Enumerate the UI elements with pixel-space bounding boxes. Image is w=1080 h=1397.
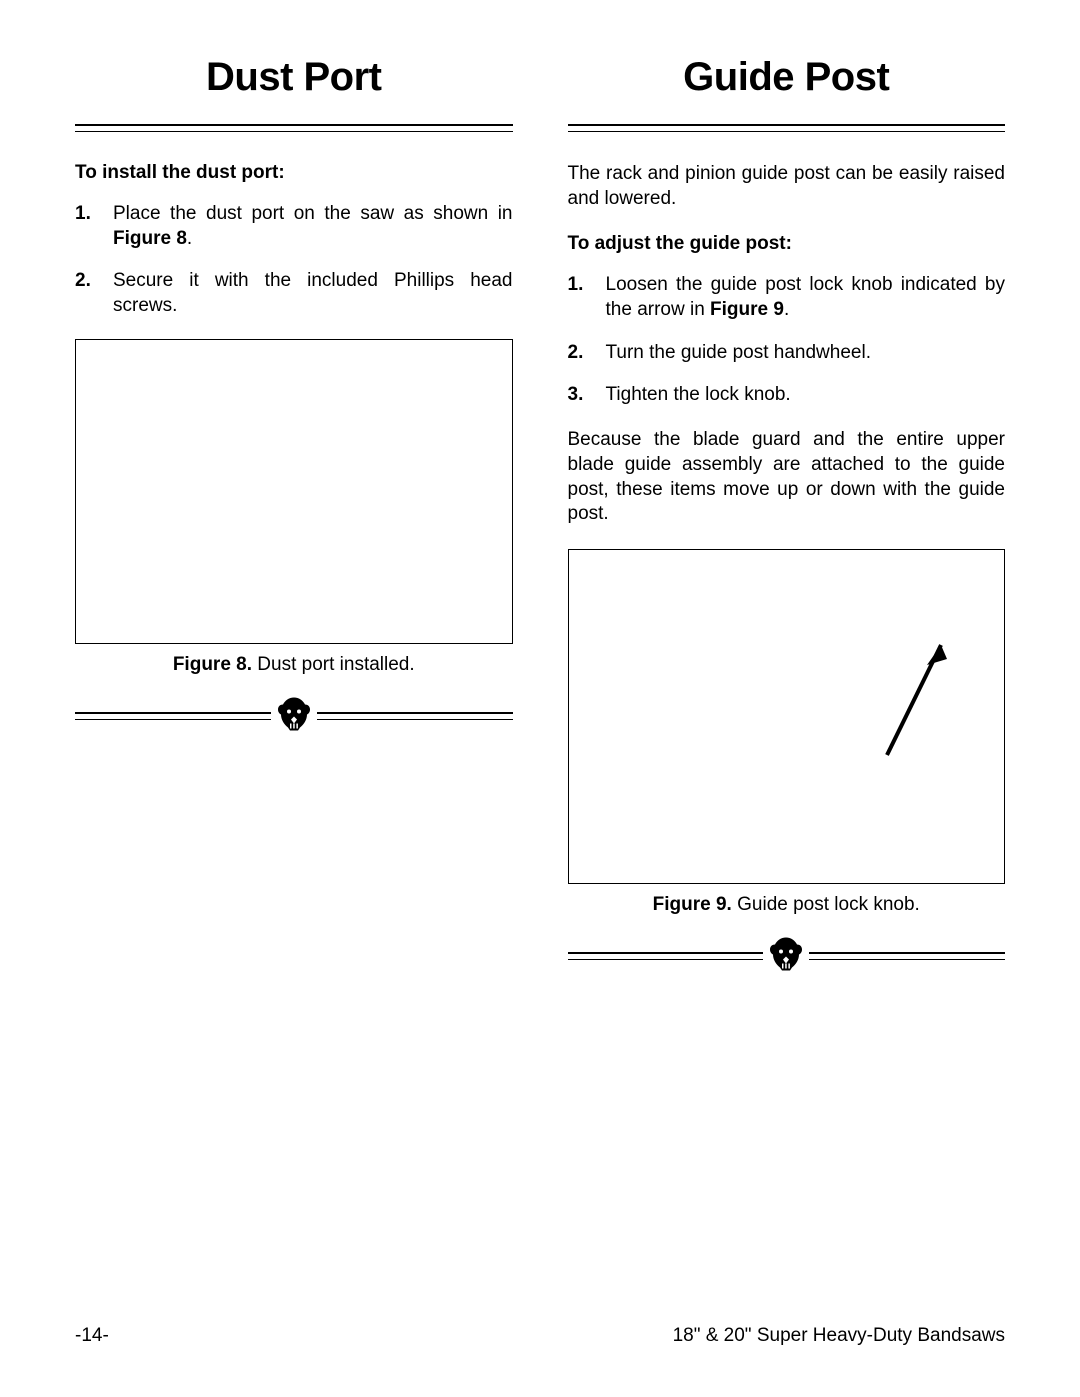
section-ornament bbox=[568, 938, 1006, 974]
step-bold: Figure 8 bbox=[113, 228, 187, 249]
page-number: -14- bbox=[75, 1325, 109, 1347]
figure-label: Figure 8. bbox=[173, 654, 252, 675]
left-column: Dust Port To install the dust port: Plac… bbox=[75, 55, 513, 974]
section-ornament bbox=[75, 698, 513, 734]
right-column: Guide Post The rack and pinion guide pos… bbox=[568, 55, 1006, 974]
figure-9-box bbox=[568, 549, 1006, 884]
guide-post-subhead: To adjust the guide post: bbox=[568, 233, 1006, 255]
step-item: Secure it with the included Phillips hea… bbox=[75, 269, 513, 318]
dust-port-heading: Dust Port bbox=[75, 55, 513, 100]
step-text: Place the dust port on the saw as shown … bbox=[113, 203, 513, 224]
figure-text: Dust port installed. bbox=[252, 654, 415, 675]
step-item: Tighten the lock knob. bbox=[568, 383, 1006, 408]
guide-post-heading: Guide Post bbox=[568, 55, 1006, 100]
step-item: Loosen the guide post lock knob indicate… bbox=[568, 273, 1006, 322]
step-text-post: . bbox=[784, 299, 789, 320]
two-column-layout: Dust Port To install the dust port: Plac… bbox=[75, 55, 1005, 974]
dust-port-subhead: To install the dust port: bbox=[75, 162, 513, 184]
guide-post-intro: The rack and pinion guide post can be ea… bbox=[568, 162, 1006, 211]
manual-page: Dust Port To install the dust port: Plac… bbox=[0, 0, 1080, 1397]
step-text: Tighten the lock knob. bbox=[606, 384, 791, 405]
heading-rule bbox=[75, 124, 513, 132]
step-item: Turn the guide post handwheel. bbox=[568, 341, 1006, 366]
step-bold: Figure 9 bbox=[710, 299, 784, 320]
figure-text: Guide post lock knob. bbox=[732, 894, 920, 915]
heading-rule bbox=[568, 124, 1006, 132]
bear-icon bbox=[763, 935, 809, 976]
step-text: Turn the guide post handwheel. bbox=[606, 342, 871, 363]
guide-post-steps: Loosen the guide post lock knob indicate… bbox=[568, 273, 1006, 408]
step-text: Secure it with the included Phillips hea… bbox=[113, 270, 513, 316]
bear-icon bbox=[271, 695, 317, 736]
figure-label: Figure 9. bbox=[653, 894, 732, 915]
guide-post-para2: Because the blade guard and the entire u… bbox=[568, 428, 1006, 527]
page-footer: -14- 18" & 20" Super Heavy-Duty Bandsaws bbox=[75, 1325, 1005, 1347]
dust-port-steps: Place the dust port on the saw as shown … bbox=[75, 202, 513, 319]
figure-8-box bbox=[75, 339, 513, 644]
step-text-post: . bbox=[187, 228, 192, 249]
arrow-icon bbox=[859, 625, 959, 765]
document-title: 18" & 20" Super Heavy-Duty Bandsaws bbox=[673, 1325, 1005, 1347]
figure-9-caption: Figure 9. Guide post lock knob. bbox=[568, 894, 1006, 916]
figure-8-caption: Figure 8. Dust port installed. bbox=[75, 654, 513, 676]
step-text: Loosen the guide post lock knob indicate… bbox=[606, 274, 1006, 320]
step-item: Place the dust port on the saw as shown … bbox=[75, 202, 513, 251]
